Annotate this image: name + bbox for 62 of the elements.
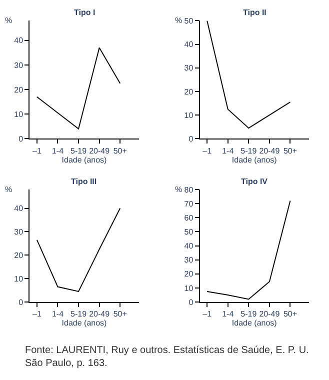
y-tick-label: 20 [14, 250, 24, 260]
y-tick-label: 20 [14, 85, 24, 94]
y-tick-label: 80 [184, 185, 194, 194]
x-axis-title: Idade (anos) [232, 318, 278, 328]
y-tick-label: 0 [18, 298, 24, 307]
x-tick-label: 50+ [113, 146, 128, 156]
x-tick-label: 1-4 [222, 146, 234, 156]
source-note: Fonte: LAURENTI, Ruy e outros. Estatísticas de Saúde, E. P. U. São Paulo, p. 163. [25, 345, 309, 369]
chart-title: Tipo II [243, 8, 266, 17]
x-tick-label: 1-4 [52, 310, 64, 319]
y-tick-label: 10 [184, 110, 194, 120]
x-tick-label: 5-19 [240, 146, 258, 156]
y-tick-label: 40 [184, 40, 194, 50]
x-tick-label: –1 [202, 310, 212, 319]
y-tick-label: 10 [184, 284, 194, 293]
x-axis-title: Idade (anos) [232, 155, 278, 164]
line-series [206, 200, 291, 300]
x-tick-label: 1-4 [222, 310, 234, 319]
y-tick-label: 50 [184, 228, 194, 236]
y-axis-title: % [175, 185, 182, 194]
x-tick-label: 20-49 [89, 310, 110, 319]
line-series [206, 20, 291, 129]
x-tick-label: 5-19 [240, 310, 258, 319]
x-axis-title: Idade (anos) [62, 155, 108, 164]
x-tick-label: 50+ [283, 146, 298, 156]
y-tick-label: 30 [14, 60, 24, 70]
y-tick-label: 40 [184, 242, 194, 251]
y-tick-label: 60 [184, 213, 194, 222]
y-tick-label: 30 [184, 64, 194, 73]
y-tick-label: 0 [188, 134, 194, 144]
y-tick-label: 20 [184, 87, 194, 96]
x-tick-label: 20-49 [89, 146, 110, 156]
y-tick-label: 30 [184, 256, 194, 265]
x-tick-label: 20-49 [259, 310, 280, 319]
chart-title: Tipo I [74, 8, 96, 17]
line-series [36, 208, 121, 292]
x-tick-label: –1 [32, 146, 42, 156]
y-tick-label: 50 [184, 16, 194, 26]
y-axis-title: % [5, 185, 12, 194]
x-tick-label: –1 [32, 310, 42, 319]
chart-title: Tipo IV [241, 177, 268, 186]
line-series [36, 47, 121, 130]
chart-title: Tipo III [71, 177, 97, 186]
x-tick-label: –1 [202, 146, 212, 156]
y-axis-title: % [175, 16, 182, 25]
y-tick-label: 20 [184, 270, 194, 279]
y-tick-label: 10 [14, 110, 24, 119]
x-tick-label: 1-4 [52, 146, 64, 156]
y-tick-label: 10 [14, 274, 24, 284]
x-axis-title: Idade (anos) [62, 318, 108, 328]
y-axis-title: % [5, 16, 12, 25]
y-tick-label: 30 [14, 228, 24, 236]
x-tick-label: 5-19 [70, 146, 88, 156]
y-tick-label: 0 [188, 298, 194, 307]
y-tick-label: 0 [18, 134, 24, 144]
x-tick-label: 50+ [283, 310, 298, 319]
x-tick-label: 50+ [113, 310, 128, 319]
x-tick-label: 20-49 [259, 146, 280, 156]
x-tick-label: 5-19 [70, 310, 88, 319]
y-tick-label: 70 [184, 199, 194, 208]
y-tick-label: 40 [14, 204, 24, 214]
y-tick-label: 40 [14, 36, 24, 46]
